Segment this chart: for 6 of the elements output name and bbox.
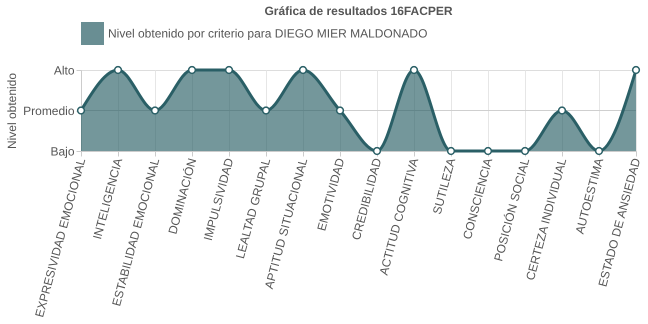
category-label: Bajo xyxy=(50,144,74,158)
category-label: Alto xyxy=(54,64,74,78)
y-axis-title: Nivel obtenido xyxy=(5,72,20,150)
category-label: Promedio xyxy=(23,104,74,118)
legend-label: Nivel obtenido por criterio para DIEGO MIER MALDONADO xyxy=(108,26,428,40)
chart-title: Gráfica de resultados 16FACPER xyxy=(264,4,453,18)
